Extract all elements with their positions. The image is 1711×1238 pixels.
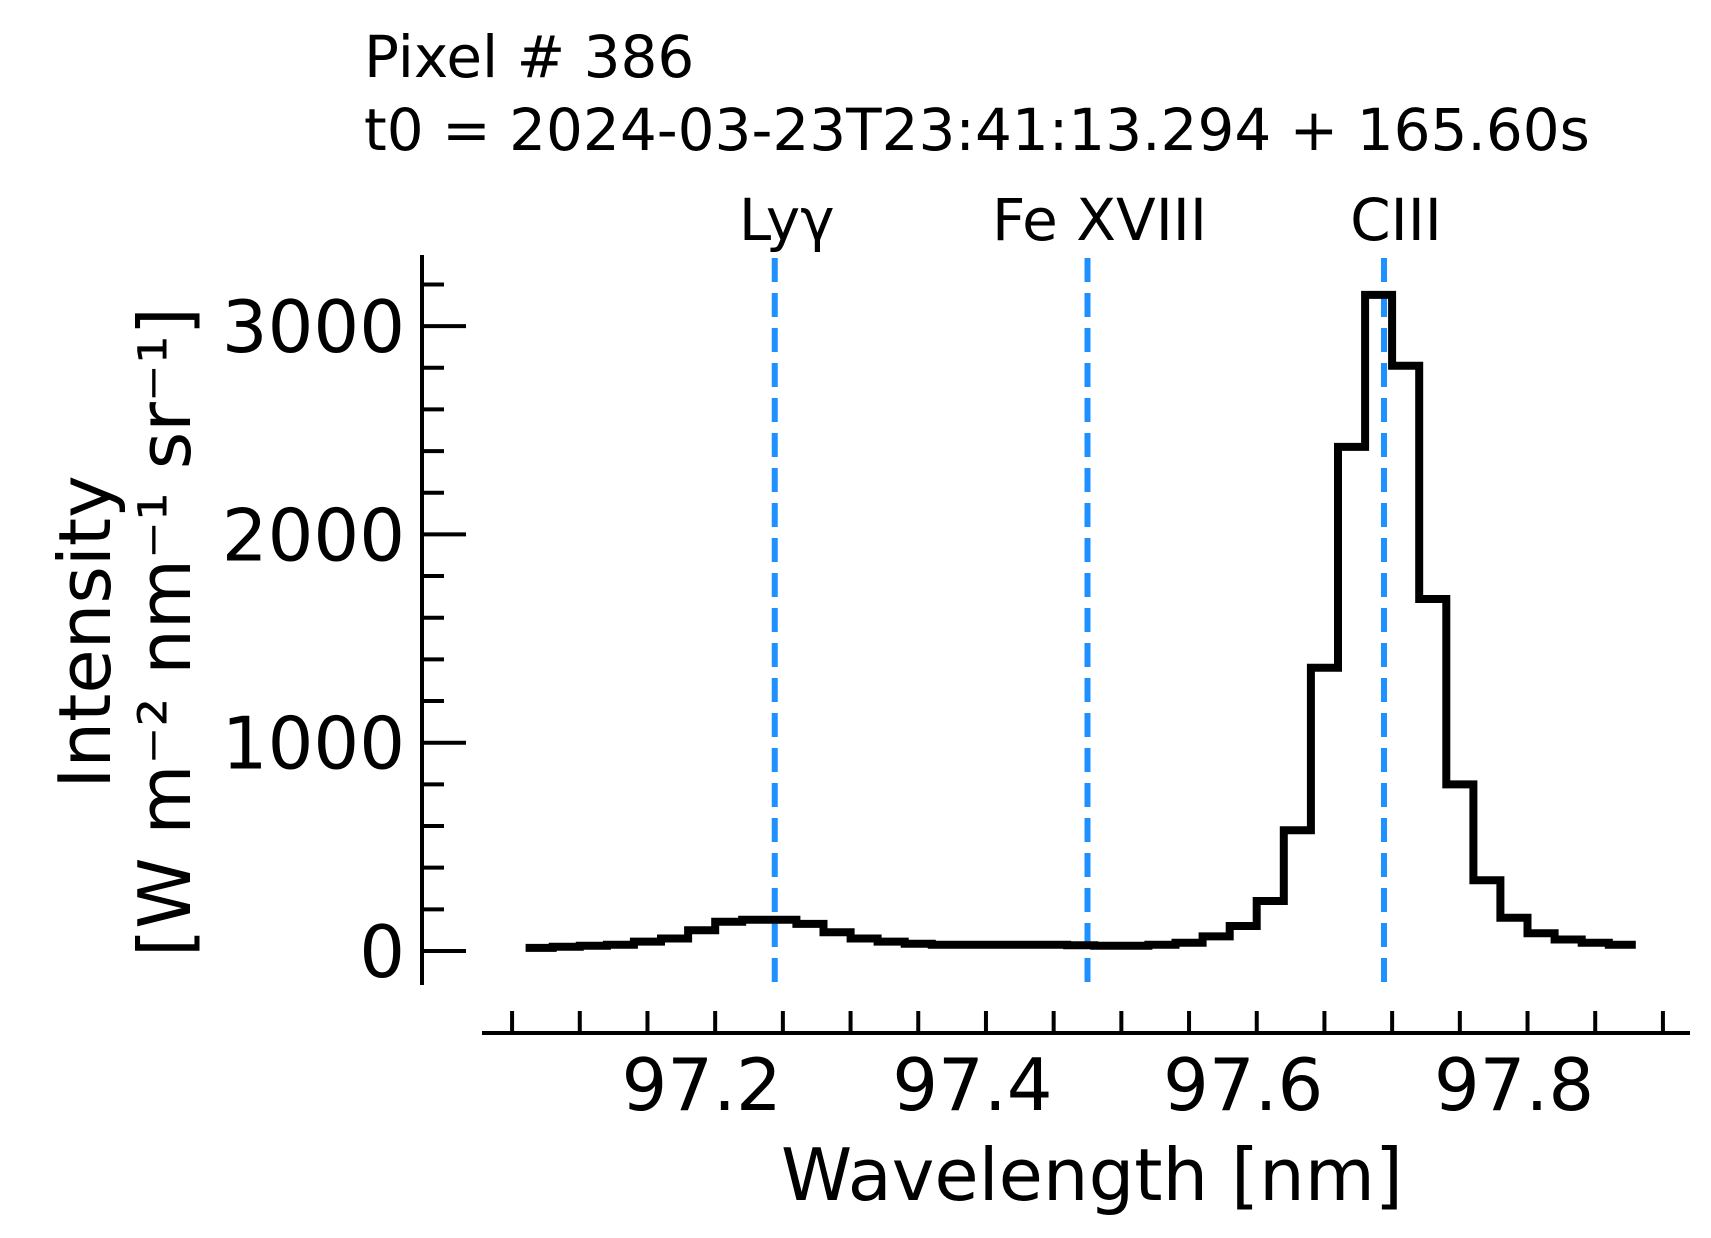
y-tick-label: 3000 [222, 285, 405, 369]
x-axis-label: Wavelength [nm] [781, 1133, 1403, 1217]
reference-lines: Lyγ Fe XVIII CIII [739, 186, 1442, 985]
chart-title-line-2: t0 = 2024-03-23T23:41:13.294 + 165.60s [364, 96, 1590, 164]
y-axis-label-line-2: [W m⁻² nm⁻¹ sr⁻¹] [123, 307, 207, 957]
y-axis-label: Intensity [W m⁻² nm⁻¹ sr⁻¹] [43, 307, 207, 957]
x-tick-label: 97.4 [892, 1043, 1052, 1127]
chart-title-line-1: Pixel # 386 [364, 23, 694, 91]
y-tick-label: 2000 [222, 493, 405, 577]
x-tick-label: 97.6 [1163, 1043, 1323, 1127]
x-tick-label: 97.8 [1434, 1043, 1594, 1127]
plot-series [525, 290, 1636, 952]
intensity-step-line [525, 290, 1636, 952]
y-tick-label: 1000 [222, 702, 405, 786]
y-axis: 0 1000 2000 3000 [222, 255, 466, 994]
reference-line-label: CIII [1350, 186, 1442, 254]
x-tick-label: 97.2 [621, 1043, 781, 1127]
x-axis: 97.2 97.4 97.6 97.8 [482, 1011, 1690, 1127]
y-tick-label: 0 [359, 910, 405, 994]
reference-line-label: Lyγ [739, 186, 835, 254]
y-axis-label-line-1: Intensity [43, 475, 127, 788]
reference-line-label: Fe XVIII [992, 186, 1207, 254]
